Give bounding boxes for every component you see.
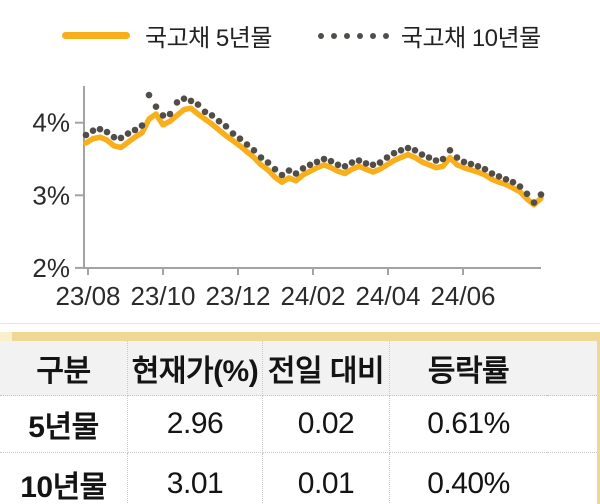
chart-legend: 국고채 5년물 국고채 10년물 — [62, 18, 541, 53]
table-cell: 3.01 — [128, 453, 263, 504]
x-tick-label: 24/02 — [280, 281, 345, 311]
legend-item-5yr: 국고채 5년물 — [62, 18, 272, 53]
x-tick-label: 24/04 — [355, 281, 420, 311]
table-row-filler — [547, 396, 597, 453]
table-header-0: 구분 — [0, 341, 128, 396]
series-10yr-dots — [82, 91, 545, 206]
table-row-label: 5년물 — [0, 396, 128, 453]
table-header-1: 현재가(%) — [128, 341, 263, 396]
bond-table: 구분 현재가(%) 전일 대비 등락률 5년물 2.96 0.02 0.61% 10년물 3.01… — [0, 323, 600, 504]
table-cell: 0.40% — [427, 467, 510, 500]
table-right-accent — [597, 332, 600, 504]
table-top-divider — [0, 323, 600, 324]
x-tick-label: 23/10 — [130, 281, 195, 311]
table-header-filler — [547, 341, 597, 396]
chart-axes: 4% 3% 2%23/08 23/10 23/12 24/02 24/04 24/06 — [32, 86, 541, 311]
table-accent-stripe — [0, 332, 600, 341]
y-tick-label: 2% — [32, 253, 70, 283]
bond-table-grid: 구분 현재가(%) 전일 대비 등락률 5년물 2.96 0.02 0.61% 10년물 3.01… — [0, 341, 597, 504]
y-tick-label: 3% — [32, 180, 70, 210]
table-header-2: 전일 대비 — [263, 341, 390, 396]
x-tick-label: 23/12 — [205, 281, 270, 311]
legend-label-5yr: 국고채 5년물 — [145, 25, 272, 52]
legend-label-10yr: 국고채 10년물 — [400, 25, 541, 52]
table-header-3: 등락률 — [390, 341, 547, 396]
legend-item-10yr: 국고채 10년물 — [317, 18, 541, 53]
x-tick-label: 24/06 — [430, 281, 495, 311]
x-tick-label: 23/08 — [55, 281, 120, 311]
table-cell: 0.61% — [390, 396, 547, 453]
series-5yr-line — [83, 105, 544, 208]
table-cell: 0.02 — [263, 396, 390, 453]
table-cell: 0.01 — [263, 453, 390, 504]
bond-yield-chart: 4% 3% 2%23/08 23/10 23/12 24/02 24/04 24/06 — [32, 86, 545, 311]
dots-swatch-icon — [317, 32, 389, 39]
table-row-filler — [547, 453, 597, 504]
table-row-label: 10년물 — [0, 453, 128, 504]
line-swatch-icon — [62, 32, 130, 39]
table-cell: 2.96 — [128, 396, 263, 453]
y-tick-label: 4% — [32, 108, 70, 138]
